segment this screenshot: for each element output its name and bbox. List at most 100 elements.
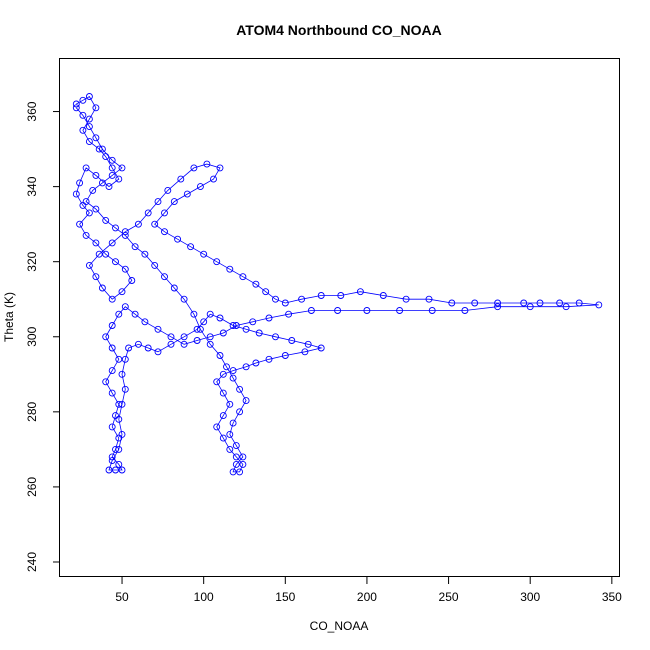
data-point <box>108 322 116 329</box>
data-point <box>108 423 116 431</box>
y-tick-label: 300 <box>25 326 39 346</box>
plot-frame <box>59 58 620 577</box>
data-point <box>200 318 208 326</box>
data-point <box>216 314 224 322</box>
data-point <box>118 430 126 438</box>
data-point <box>144 209 152 217</box>
data-point <box>167 340 175 348</box>
data-point <box>183 190 191 198</box>
data-point <box>193 337 201 344</box>
data-point <box>115 400 123 408</box>
data-point <box>85 261 93 269</box>
data-point <box>85 209 93 217</box>
data-point <box>219 389 227 397</box>
data-point <box>219 412 227 420</box>
data-point <box>317 344 325 352</box>
data-point <box>161 228 168 236</box>
data-point <box>92 134 100 142</box>
data-point <box>108 156 116 164</box>
data-point <box>115 445 123 453</box>
data-point <box>461 307 469 314</box>
data-point <box>334 307 342 314</box>
data-point <box>118 466 126 474</box>
data-point <box>82 231 90 239</box>
data-point <box>102 153 110 161</box>
data-point <box>226 265 234 273</box>
data-point <box>219 434 227 442</box>
data-point <box>471 299 479 307</box>
x-tick-label: 350 <box>602 590 622 604</box>
data-point <box>76 179 84 187</box>
data-point <box>232 453 240 461</box>
data-point <box>79 96 87 104</box>
x-axis: 50 100 150 200 250 300 350 <box>115 577 622 604</box>
data-point <box>252 359 260 367</box>
data-point <box>520 299 528 307</box>
data-point <box>151 220 159 228</box>
data-point <box>118 370 126 378</box>
x-tick-label: 250 <box>439 590 459 604</box>
data-point <box>229 322 237 329</box>
data-point <box>396 307 404 314</box>
data-point <box>92 171 100 179</box>
x-tick-label: 100 <box>194 590 214 604</box>
data-point <box>102 333 110 341</box>
data-point <box>219 329 227 337</box>
data-point <box>317 292 325 299</box>
data-point <box>115 310 123 318</box>
data-point <box>252 280 260 288</box>
data-point <box>131 243 139 251</box>
data-point <box>118 164 126 172</box>
data-point <box>102 216 110 224</box>
data-point <box>229 468 237 476</box>
data-point <box>72 190 80 198</box>
chart-title: ATOM4 Northbound CO_NOAA <box>236 22 442 38</box>
data-point <box>102 250 110 258</box>
data-point <box>92 273 100 281</box>
data-point <box>402 295 410 303</box>
data-point <box>526 303 534 311</box>
data-point <box>575 299 583 307</box>
data-point <box>144 344 152 352</box>
data-point <box>92 205 100 213</box>
x-tick-label: 50 <box>115 590 129 604</box>
data-point <box>170 284 178 292</box>
data-point <box>262 288 270 296</box>
y-tick-label: 320 <box>25 251 39 271</box>
data-point <box>92 239 100 247</box>
x-axis-label: CO_NOAA <box>310 619 369 633</box>
data-point <box>112 466 119 474</box>
data-point <box>272 295 279 303</box>
data-point <box>105 183 113 191</box>
data-point <box>121 265 129 273</box>
x-tick-label: 150 <box>275 590 295 604</box>
data-point <box>556 299 564 307</box>
data-point <box>141 318 149 326</box>
data-point <box>190 164 198 172</box>
x-tick-label: 300 <box>520 590 540 604</box>
data-point <box>239 273 247 281</box>
data-point <box>301 348 309 356</box>
data-point <box>108 295 116 303</box>
data-point <box>206 310 214 318</box>
data-point <box>98 179 106 187</box>
data-point <box>193 325 201 333</box>
data-point <box>177 175 185 183</box>
data-point <box>242 325 250 333</box>
data-point <box>112 224 119 232</box>
data-series <box>72 93 603 476</box>
data-point <box>170 198 178 206</box>
data-point <box>285 310 293 318</box>
data-point <box>223 363 230 371</box>
data-point <box>363 307 371 314</box>
data-point <box>236 408 244 416</box>
data-point <box>112 445 119 453</box>
data-point <box>229 367 237 375</box>
data-point <box>232 322 240 329</box>
data-point <box>92 104 100 112</box>
data-point <box>121 231 129 239</box>
data-point <box>239 453 247 461</box>
data-point <box>108 239 116 247</box>
data-point <box>203 160 211 168</box>
data-point <box>187 243 195 251</box>
